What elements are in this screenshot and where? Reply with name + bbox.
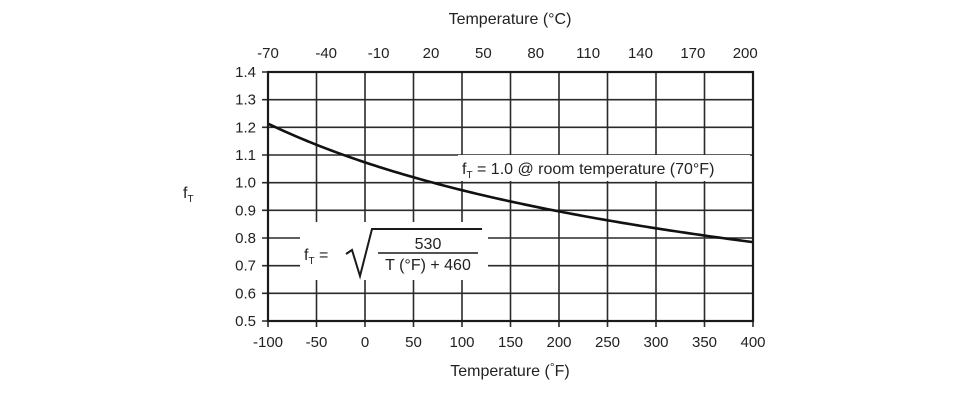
y-tick-label: 1.3: [235, 92, 256, 109]
top-tick-label: -10: [368, 45, 390, 62]
square-root-sign: [345, 228, 482, 280]
top-axis-title: Temperature (°C): [449, 11, 572, 28]
y-tick-label: 1.2: [235, 119, 256, 136]
y-tick-label: 0.9: [235, 202, 256, 219]
y-tick-label: 1.0: [235, 175, 256, 192]
x-tick-label: 200: [546, 334, 571, 351]
x-tick-label: 350: [692, 334, 717, 351]
x-tick-label: 250: [595, 334, 620, 351]
x-tick-label: 150: [498, 334, 523, 351]
formula-box: fT = 530 T (°F) + 460: [300, 222, 488, 280]
top-tick-label: 110: [576, 45, 600, 62]
y-tick-label: 0.7: [235, 258, 256, 275]
svg-text:fT = 1.0 @ room temperature (7: fT = 1.0 @ room temperature (70°F): [462, 161, 714, 181]
svg-text:530: 530: [415, 236, 442, 253]
top-tick-label: 200: [733, 45, 758, 62]
x-tick-label: 300: [643, 334, 668, 351]
y-tick-label: 1.4: [235, 64, 256, 81]
top-tick-label: -40: [315, 45, 337, 62]
axis-ticks: -100 -50 0 50 100 150 200 250 300 350 400 0.5 0.6 0.7…: [235, 45, 765, 351]
top-tick-label: 170: [680, 45, 705, 62]
plot-frame: [266, 70, 755, 323]
x-tick-label: 0: [361, 334, 369, 351]
svg-text:T (°F) + 460: T (°F) + 460: [385, 257, 471, 274]
ft-curve: [267, 122, 754, 244]
x-tick-label: 100: [449, 334, 474, 351]
x-tick-label: 400: [740, 334, 765, 351]
y-tick-label: 1.1: [235, 147, 256, 164]
y-tick-label: 0.8: [235, 230, 256, 247]
y-tick-label: 0.5: [235, 313, 256, 330]
x-tick-label: -50: [306, 334, 328, 351]
bottom-axis-title: Temperature (°F): [450, 360, 570, 380]
room-temperature-note: fT = 1.0 @ room temperature (70°F): [458, 155, 750, 181]
y-tick-label: 0.6: [235, 285, 256, 302]
ft-line: [267, 122, 754, 244]
top-tick-label: 140: [628, 45, 653, 62]
top-tick-label: 50: [475, 45, 492, 62]
top-tick-label: 80: [527, 45, 544, 62]
svg-text:fT =: fT =: [304, 247, 328, 267]
top-tick-label: -70: [257, 45, 279, 62]
top-tick-label: 20: [423, 45, 440, 62]
y-axis-title: fT: [183, 185, 194, 205]
x-tick-label: -100: [253, 334, 283, 351]
x-tick-label: 50: [405, 334, 422, 351]
